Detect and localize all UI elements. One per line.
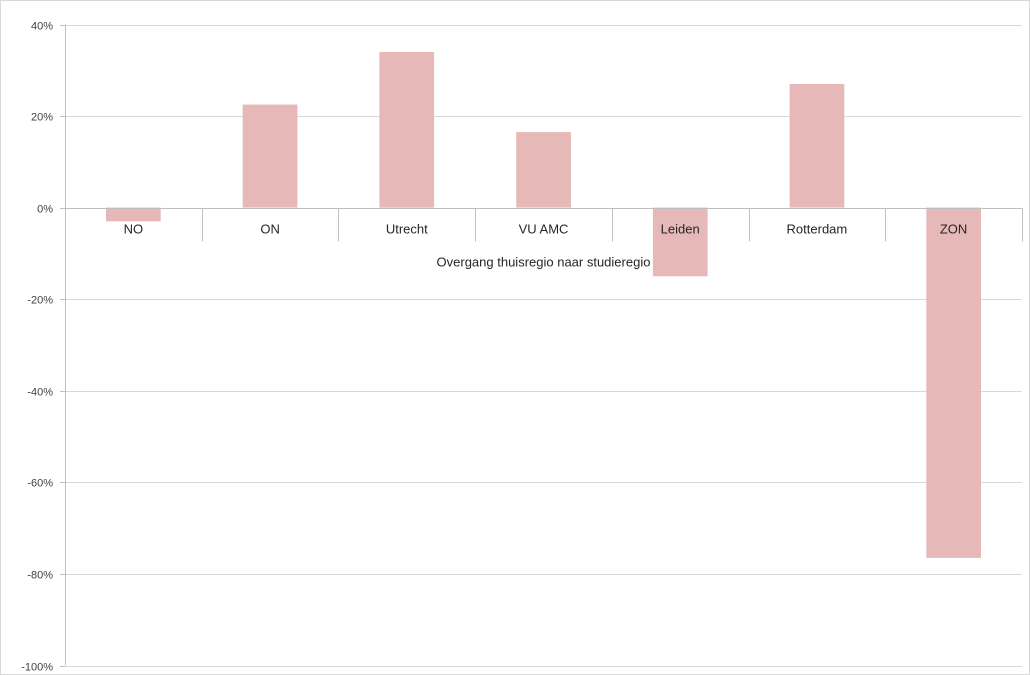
y-tick-label: -40% (27, 387, 53, 399)
gridlines (65, 25, 1022, 667)
x-category-label: Leiden (661, 222, 700, 237)
bar (926, 207, 981, 558)
category-labels: NO ON Utrecht VU AMC Leiden Rotterdam ZON (124, 222, 968, 237)
y-tick-label: -20% (27, 295, 53, 307)
y-tick-label: -60% (27, 478, 53, 490)
y-tick-label: 40% (31, 21, 53, 33)
x-axis-title: Overgang thuisregio naar studieregio (437, 255, 651, 270)
y-tick-label: 20% (31, 112, 53, 124)
x-category-label: VU AMC (519, 222, 569, 237)
y-tick-labels: 40% 20% 0% -20% -40% -60% -80% -100% (21, 21, 53, 674)
y-tick-label: -100% (21, 662, 53, 674)
x-category-label: ZON (940, 222, 967, 237)
bar (789, 84, 845, 208)
x-category-label: Utrecht (386, 222, 428, 237)
x-category-label: Rotterdam (787, 222, 848, 237)
bar (242, 104, 298, 208)
bars (106, 52, 981, 558)
x-category-label: NO (124, 222, 144, 237)
y-tick-label: -80% (27, 570, 53, 582)
bar (106, 207, 161, 222)
bar (379, 52, 435, 208)
bar (516, 132, 571, 208)
bar (652, 207, 708, 277)
x-category-label: ON (260, 222, 280, 237)
y-tick-label: 0% (37, 204, 53, 216)
